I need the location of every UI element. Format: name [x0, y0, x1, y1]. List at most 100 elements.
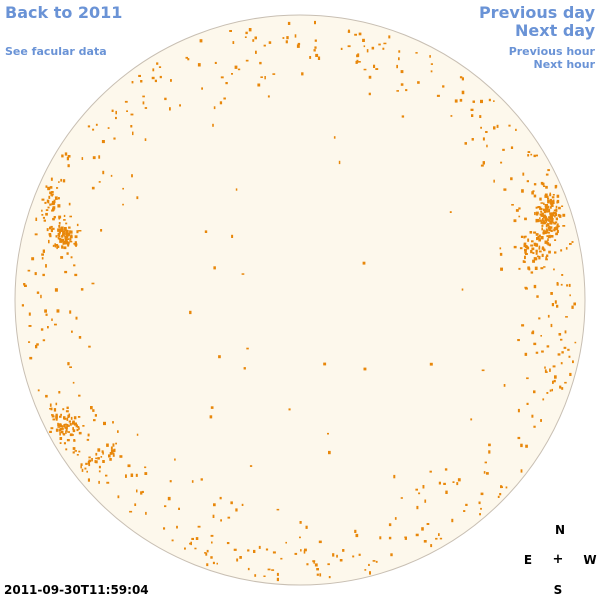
facula-dot: [393, 474, 396, 479]
facula-dot: [369, 571, 371, 575]
facula-dot: [560, 338, 563, 341]
facula-dot: [515, 209, 519, 212]
facula-dot: [394, 517, 397, 520]
facula-dot: [313, 561, 315, 564]
facula-dot: [294, 34, 297, 38]
facula-dot: [540, 214, 543, 217]
facula-dot: [108, 454, 111, 458]
facula-dot: [520, 235, 523, 238]
previous-day-link[interactable]: Previous day: [478, 3, 595, 22]
facula-dot: [230, 501, 233, 505]
facula-dot: [524, 245, 528, 248]
facula-dot: [531, 247, 535, 251]
facula-dot: [144, 472, 148, 475]
facula-dot: [210, 406, 214, 409]
facula-dot: [306, 563, 309, 566]
facula-dot: [547, 169, 550, 172]
facula-dot: [552, 221, 555, 224]
facula-dot: [530, 249, 533, 254]
facula-dot: [436, 94, 440, 97]
facula-dot: [314, 20, 316, 25]
facula-dot: [342, 549, 345, 552]
facula-dot: [315, 53, 319, 57]
facula-dot: [488, 443, 491, 447]
facula-dot: [66, 229, 69, 233]
next-day-link[interactable]: Next day: [515, 21, 595, 40]
facula-dot: [75, 424, 78, 428]
back-to-year-link[interactable]: Back to 2011: [5, 3, 123, 22]
facula-dot: [363, 45, 366, 48]
facula-dot: [550, 202, 553, 206]
facula-dot: [568, 283, 571, 287]
facula-dot: [241, 273, 245, 275]
facula-dot: [51, 414, 54, 416]
facula-dot: [539, 219, 542, 222]
facula-dot: [530, 153, 533, 156]
facular-data-link[interactable]: See facular data: [5, 45, 107, 58]
facula-dot: [233, 548, 237, 551]
facula-dot: [44, 201, 47, 204]
facula-dot: [51, 200, 55, 203]
facula-dot: [482, 161, 485, 165]
facula-dot: [214, 61, 217, 64]
facula-dot: [57, 237, 60, 240]
facula-dot: [138, 74, 141, 77]
facula-dot: [260, 76, 263, 78]
facula-dot: [151, 76, 155, 80]
facula-dot: [59, 437, 63, 440]
next-hour-link[interactable]: Next hour: [533, 58, 596, 71]
facula-dot: [525, 444, 528, 448]
facula-dot: [110, 174, 113, 177]
facula-dot: [499, 247, 502, 250]
compass-west-label: W: [583, 553, 597, 567]
facula-dot: [470, 418, 473, 421]
compass-center-icon: +: [552, 552, 564, 567]
facula-dot: [535, 218, 538, 223]
facula-dot: [259, 61, 262, 65]
facula-dot: [58, 181, 60, 183]
facula-dot: [539, 206, 542, 210]
facula-dot: [178, 507, 180, 510]
facula-dot: [430, 63, 433, 65]
facula-dot: [373, 64, 376, 68]
facula-dot: [378, 43, 381, 46]
facula-dot: [521, 189, 524, 193]
facula-dot: [533, 342, 537, 346]
previous-hour-link[interactable]: Previous hour: [508, 45, 595, 58]
facula-dot: [354, 529, 357, 533]
facula-dot: [543, 214, 546, 218]
facula-dot: [112, 443, 115, 447]
facula-dot: [102, 170, 105, 175]
facula-dot: [537, 218, 540, 223]
facula-dot: [58, 225, 61, 228]
facula-dot: [552, 380, 554, 384]
facula-dot: [55, 402, 58, 406]
facula-dot: [550, 221, 553, 225]
facula-dot: [35, 344, 38, 349]
facula-dot: [51, 318, 53, 321]
facula-dot: [81, 468, 84, 472]
facula-dot: [81, 157, 84, 160]
facula-dot: [472, 100, 475, 103]
facula-dot: [493, 100, 495, 102]
facula-dot: [223, 97, 226, 100]
facula-dot: [545, 185, 548, 189]
facula-dot: [404, 536, 407, 538]
facula-dot: [513, 245, 517, 249]
facula-dot: [524, 255, 526, 260]
facula-dot: [316, 568, 319, 571]
facula-dot: [505, 486, 508, 489]
facula-dot: [142, 101, 145, 105]
facula-dot: [72, 420, 75, 423]
facula-dot: [535, 233, 539, 236]
facula-dot: [510, 177, 513, 181]
facula-dot: [247, 549, 250, 552]
facula-dot: [543, 248, 546, 252]
facula-dot: [272, 73, 276, 75]
facula-dot: [264, 76, 266, 80]
facula-dot: [58, 222, 61, 225]
facula-dot: [524, 235, 527, 238]
facula-dot: [47, 199, 50, 204]
facula-dot: [218, 355, 221, 359]
facula-dot: [246, 347, 249, 350]
